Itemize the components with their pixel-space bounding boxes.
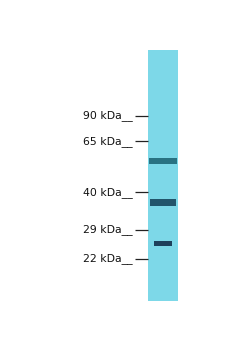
Text: 90 kDa__: 90 kDa__: [83, 110, 133, 121]
Text: 40 kDa__: 40 kDa__: [83, 187, 133, 197]
Bar: [150, 199, 176, 206]
Bar: [148, 50, 178, 301]
Text: 65 kDa__: 65 kDa__: [83, 136, 133, 147]
Bar: [154, 241, 172, 246]
Text: 22 kDa__: 22 kDa__: [83, 253, 133, 264]
Bar: [149, 158, 177, 164]
Text: 29 kDa__: 29 kDa__: [83, 224, 133, 235]
